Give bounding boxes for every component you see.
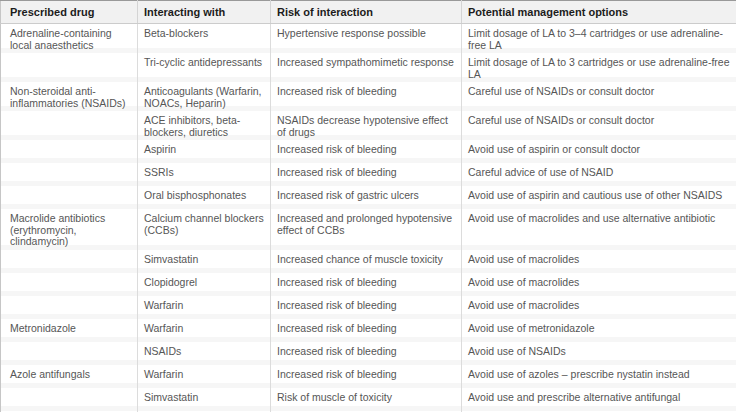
table-cell: Careful advice of use of NSAID — [462, 163, 736, 186]
table-cell: Increased risk of bleeding — [271, 163, 462, 186]
table-cell: Increased risk of bleeding — [271, 319, 462, 342]
table-cell — [1, 53, 138, 82]
table-row: AspirinIncreased risk of bleedingAvoid u… — [1, 140, 736, 163]
table-cell: Azole antifungals — [1, 365, 138, 388]
table-row: SSRIsIncreased risk of bleedingCareful a… — [1, 163, 736, 186]
table-cell — [1, 186, 138, 209]
table-cell: Increased risk of bleeding — [271, 273, 462, 296]
table-cell: SSRIs — [138, 163, 271, 186]
table-row: Macrolide antibiotics (erythromycin, cli… — [1, 209, 736, 250]
table-cell — [1, 342, 138, 365]
table-cell: Avoid use of macrolides — [462, 250, 736, 273]
table-cell: NSAIDs — [138, 342, 271, 365]
table-cell: Avoid use of aspirin or consult doctor — [462, 140, 736, 163]
table-cell: Avoid use of macrolides — [462, 296, 736, 319]
table-row: WarfarinIncreased risk of bleedingAvoid … — [1, 296, 736, 319]
table-row: ACE inhibitors, beta-blockers, diuretics… — [1, 111, 736, 140]
table-row: Tri-cyclic antidepressantsIncreased symp… — [1, 53, 736, 82]
table-row: Adrenaline-containing local anaesthetics… — [1, 24, 736, 54]
table-body: Adrenaline-containing local anaesthetics… — [1, 24, 736, 412]
table-row: Oral bisphosphonatesIncreased risk of ga… — [1, 186, 736, 209]
table-row: SimvastatinIncreased chance of muscle to… — [1, 250, 736, 273]
table-cell: Avoid use of NSAIDs — [462, 342, 736, 365]
header-row: Prescribed drugInteracting withRisk of i… — [1, 1, 736, 24]
table-cell: Limit dosage of LA to 3–4 cartridges or … — [462, 24, 736, 54]
table-cell — [1, 140, 138, 163]
table-cell: Increased chance of muscle toxicity — [271, 250, 462, 273]
table-cell: Avoid use of azoles – prescribe nystatin… — [462, 365, 736, 388]
table-cell: Anticoagulants (Warfarin, NOACs, Heparin… — [138, 82, 271, 111]
table-row: Azole antifungalsWarfarinIncreased risk … — [1, 365, 736, 388]
table-row: ClopidogrelIncreased risk of bleedingAvo… — [1, 273, 736, 296]
table-cell: ACE inhibitors, beta-blockers, diuretics — [138, 111, 271, 140]
table-cell: Avoid use of macrolides and use alternat… — [462, 209, 736, 250]
table-cell: Increased risk of bleeding — [271, 296, 462, 319]
table-cell — [1, 296, 138, 319]
table-cell — [1, 388, 138, 411]
table-cell: Macrolide antibiotics (erythromycin, cli… — [1, 209, 138, 250]
table-cell: Warfarin — [138, 296, 271, 319]
table-cell: Increased risk of bleeding — [271, 82, 462, 111]
table-cell: Risk of muscle of toxicity — [271, 388, 462, 411]
table-cell: Increased risk of bleeding — [271, 342, 462, 365]
column-header: Prescribed drug — [1, 1, 138, 24]
table-cell: Careful use of NSAIDs or consult doctor — [462, 111, 736, 140]
column-header: Risk of interaction — [271, 1, 462, 24]
table-cell: Oral bisphosphonates — [138, 186, 271, 209]
table-cell: Careful use of NSAIDs or consult doctor — [462, 82, 736, 111]
table-cell: Beta-blockers — [138, 24, 271, 54]
table-cell: Increased risk of bleeding — [271, 365, 462, 388]
table-row: Non-steroidal anti-inflammatories (NSAID… — [1, 82, 736, 111]
column-header: Interacting with — [138, 1, 271, 24]
drug-interactions-table: Prescribed drugInteracting withRisk of i… — [0, 0, 736, 412]
table-cell: Limit dosage of LA to 3 cartridges or us… — [462, 53, 736, 82]
table-cell: Aspirin — [138, 140, 271, 163]
table-row: NSAIDsIncreased risk of bleedingAvoid us… — [1, 342, 736, 365]
table-cell: Calcium channel blockers (CCBs) — [138, 209, 271, 250]
table-row: SimvastatinRisk of muscle of toxicityAvo… — [1, 388, 736, 411]
table-cell: Avoid use of macrolides — [462, 273, 736, 296]
table-cell: Metronidazole — [1, 319, 138, 342]
table-cell: Warfarin — [138, 365, 271, 388]
table-cell — [1, 273, 138, 296]
table-cell: Avoid use and prescribe alternative anti… — [462, 388, 736, 411]
table-row: MetronidazoleWarfarinIncreased risk of b… — [1, 319, 736, 342]
table-cell — [1, 163, 138, 186]
table-cell: Simvastatin — [138, 388, 271, 411]
table-cell: Simvastatin — [138, 250, 271, 273]
table-cell: Avoid use of metronidazole — [462, 319, 736, 342]
table-cell: Hypertensive response possible — [271, 24, 462, 54]
table-cell — [1, 250, 138, 273]
table-cell: Non-steroidal anti-inflammatories (NSAID… — [1, 82, 138, 111]
table-cell: NSAIDs decrease hypotensive effect of dr… — [271, 111, 462, 140]
table-cell: Increased sympathomimetic response — [271, 53, 462, 82]
table-cell: Tri-cyclic antidepressants — [138, 53, 271, 82]
table-cell: Warfarin — [138, 319, 271, 342]
column-header: Potential management options — [462, 1, 736, 24]
table-cell: Increased and prolonged hypotensive effe… — [271, 209, 462, 250]
table-cell: Avoid use of aspirin and cautious use of… — [462, 186, 736, 209]
table-cell: Adrenaline-containing local anaesthetics — [1, 24, 138, 54]
table-cell: Increased risk of bleeding — [271, 140, 462, 163]
table-cell: Increased risk of gastric ulcers — [271, 186, 462, 209]
document-page: Prescribed drugInteracting withRisk of i… — [0, 0, 736, 412]
table-cell — [1, 111, 138, 140]
table-cell: Clopidogrel — [138, 273, 271, 296]
